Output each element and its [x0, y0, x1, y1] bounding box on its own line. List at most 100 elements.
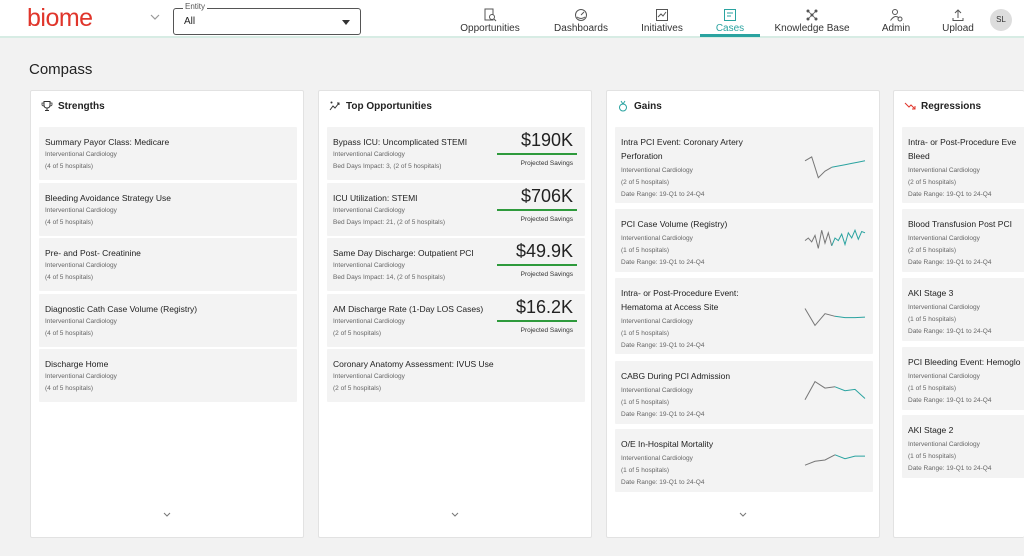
strength-item[interactable]: Bleeding Avoidance Strategy Use Interven…	[39, 183, 297, 236]
item-detail: (2 of 5 hospitals)	[333, 385, 382, 392]
item-date-range: Date Range: 19-Q1 to 24-Q4	[621, 479, 705, 486]
entity-value: All	[184, 16, 196, 27]
gain-item[interactable]: PCI Case Volume (Registry) Interventiona…	[615, 209, 873, 272]
chevron-down-icon[interactable]	[450, 511, 460, 519]
item-detail: Bed Days Impact: 3, (2 of 5 hospitals)	[333, 163, 442, 170]
gauge-icon	[575, 9, 587, 21]
nav-knowledge-base[interactable]: Knowledge Base	[772, 4, 852, 36]
trend-sparkline	[804, 308, 866, 327]
upload-icon	[952, 9, 964, 21]
sparkline-recent	[831, 160, 866, 168]
item-detail: Bed Days Impact: 21, (2 of 5 hospitals)	[333, 219, 445, 226]
item-hospitals: (1 of 5 hospitals)	[621, 399, 670, 406]
nav-upload[interactable]: Upload	[938, 4, 978, 36]
sparkline-history	[804, 454, 836, 466]
nav-opportunities[interactable]: Opportunities	[455, 4, 525, 36]
opportunity-item[interactable]: Bypass ICU: Uncomplicated STEMI Interven…	[327, 127, 585, 180]
card-title: Gains	[634, 101, 662, 112]
sparkline-recent	[834, 315, 866, 319]
gain-item[interactable]: CABG During PCI Admission Interventional…	[615, 361, 873, 424]
item-service: Interventional Cardiology	[45, 318, 117, 325]
user-avatar[interactable]: SL	[990, 9, 1012, 31]
regression-item[interactable]: PCI Bleeding Event: Hemoglo Intervention…	[902, 347, 1024, 410]
nav-label: Cases	[715, 23, 745, 34]
item-hospitals: (4 of 5 hospitals)	[45, 219, 94, 226]
item-title: Same Day Discharge: Outpatient PCI	[333, 248, 474, 258]
item-service: Interventional Cardiology	[621, 167, 693, 174]
opportunity-item[interactable]: Coronary Anatomy Assessment: IVUS Use In…	[327, 349, 585, 402]
regression-item[interactable]: Intra- or Post-Procedure Eve Bleed Inter…	[902, 127, 1024, 203]
gain-item[interactable]: Intra PCI Event: Coronary Artery Perfora…	[615, 127, 873, 203]
nav-label: Upload	[942, 23, 974, 34]
item-title-line2: Bleed	[908, 151, 930, 161]
item-title: O/E In-Hospital Mortality	[621, 439, 714, 449]
sparkline-history	[804, 380, 836, 401]
regression-item[interactable]: AKI Stage 3 Interventional Cardiology (1…	[902, 278, 1024, 341]
nav-label: Knowledge Base	[774, 23, 850, 34]
item-hospitals: (1 of 5 hospitals)	[908, 385, 957, 392]
active-tab-indicator	[700, 34, 760, 37]
projected-savings-label: Projected Savings	[520, 216, 573, 223]
chevron-down-icon[interactable]	[150, 12, 160, 22]
item-detail: (2 of 5 hospitals)	[333, 330, 382, 337]
item-service: Interventional Cardiology	[908, 235, 980, 242]
top-navigation-bar: biome Entity All Opportunities Dashboard…	[0, 0, 1024, 38]
item-service: Interventional Cardiology	[908, 373, 980, 380]
item-title: PCI Bleeding Event: Hemoglo	[908, 357, 1021, 367]
entity-select[interactable]: Entity All	[173, 2, 361, 35]
trend-sparkline	[804, 156, 866, 179]
chevron-down-icon[interactable]	[738, 511, 748, 519]
item-title: Coronary Anatomy Assessment: IVUS Use	[333, 359, 494, 369]
item-title-line2: Hematoma at Access Site	[621, 302, 719, 312]
item-title: Intra- or Post-Procedure Event:	[621, 288, 739, 298]
nav-label: Dashboards	[554, 23, 608, 34]
item-title: Summary Payor Class: Medicare	[45, 137, 170, 147]
item-date-range: Date Range: 19-Q1 to 24-Q4	[621, 342, 705, 349]
regression-item[interactable]: Blood Transfusion Post PCI Interventiona…	[902, 209, 1024, 272]
gain-item[interactable]: Intra- or Post-Procedure Event: Hematoma…	[615, 278, 873, 354]
network-icon	[806, 9, 818, 21]
trend-sparkline	[804, 454, 865, 466]
user-gear-icon	[890, 9, 903, 22]
nav-initiatives[interactable]: Initiatives	[636, 4, 688, 36]
nav-admin[interactable]: Admin	[877, 4, 915, 36]
item-date-range: Date Range: 19-Q1 to 24-Q4	[621, 259, 705, 266]
strength-item[interactable]: Pre- and Post- Creatinine Interventional…	[39, 238, 297, 291]
gain-item[interactable]: O/E In-Hospital Mortality Interventional…	[615, 429, 873, 492]
regression-item[interactable]: AKI Stage 2 Interventional Cardiology (1…	[902, 415, 1024, 478]
top-opportunities-card: Top Opportunities Bypass ICU: Uncomplica…	[318, 90, 592, 538]
projected-savings-value: $49.9K	[515, 241, 573, 261]
item-detail: Bed Days Impact: 14, (2 of 5 hospitals)	[333, 274, 445, 281]
item-date-range: Date Range: 19-Q1 to 24-Q4	[621, 411, 705, 418]
item-title: ICU Utilization: STEMI	[333, 193, 418, 203]
item-date-range: Date Range: 19-Q1 to 24-Q4	[908, 465, 992, 472]
opportunity-trend-icon	[329, 101, 340, 111]
item-service: Interventional Cardiology	[621, 455, 693, 462]
projected-savings-value: $16.2K	[515, 297, 573, 317]
gains-card: Gains Intra PCI Event: Coronary Artery P…	[606, 90, 880, 538]
trend-down-icon	[904, 102, 916, 110]
item-date-range: Date Range: 19-Q1 to 24-Q4	[908, 259, 992, 266]
nav-label: Admin	[881, 23, 911, 34]
nav-cases[interactable]: Cases	[703, 4, 757, 36]
strength-item[interactable]: Discharge Home Interventional Cardiology…	[39, 349, 297, 402]
biome-logo[interactable]: biome	[27, 4, 93, 32]
strength-item[interactable]: Diagnostic Cath Case Volume (Registry) I…	[39, 294, 297, 347]
item-service: Interventional Cardiology	[621, 387, 693, 394]
nav-dashboards[interactable]: Dashboards	[548, 4, 614, 36]
regressions-card: Regressions Intra- or Post-Procedure Eve…	[893, 90, 1024, 538]
opportunity-item[interactable]: Same Day Discharge: Outpatient PCI Inter…	[327, 238, 585, 291]
chart-icon	[656, 9, 668, 21]
item-title: AKI Stage 2	[908, 425, 954, 435]
item-hospitals: (4 of 5 hospitals)	[45, 274, 94, 281]
opportunity-item[interactable]: ICU Utilization: STEMI Interventional Ca…	[327, 183, 585, 236]
item-hospitals: (1 of 5 hospitals)	[621, 247, 670, 254]
item-date-range: Date Range: 19-Q1 to 24-Q4	[908, 191, 992, 198]
opportunity-item[interactable]: AM Discharge Rate (1-Day LOS Cases) Inte…	[327, 294, 585, 347]
chevron-down-icon[interactable]	[162, 511, 172, 519]
caret-down-icon	[342, 20, 350, 25]
strength-item[interactable]: Summary Payor Class: Medicare Interventi…	[39, 127, 297, 180]
trophy-icon	[41, 101, 53, 111]
projected-savings-label: Projected Savings	[520, 160, 573, 167]
item-title: Intra PCI Event: Coronary Artery	[621, 137, 743, 147]
